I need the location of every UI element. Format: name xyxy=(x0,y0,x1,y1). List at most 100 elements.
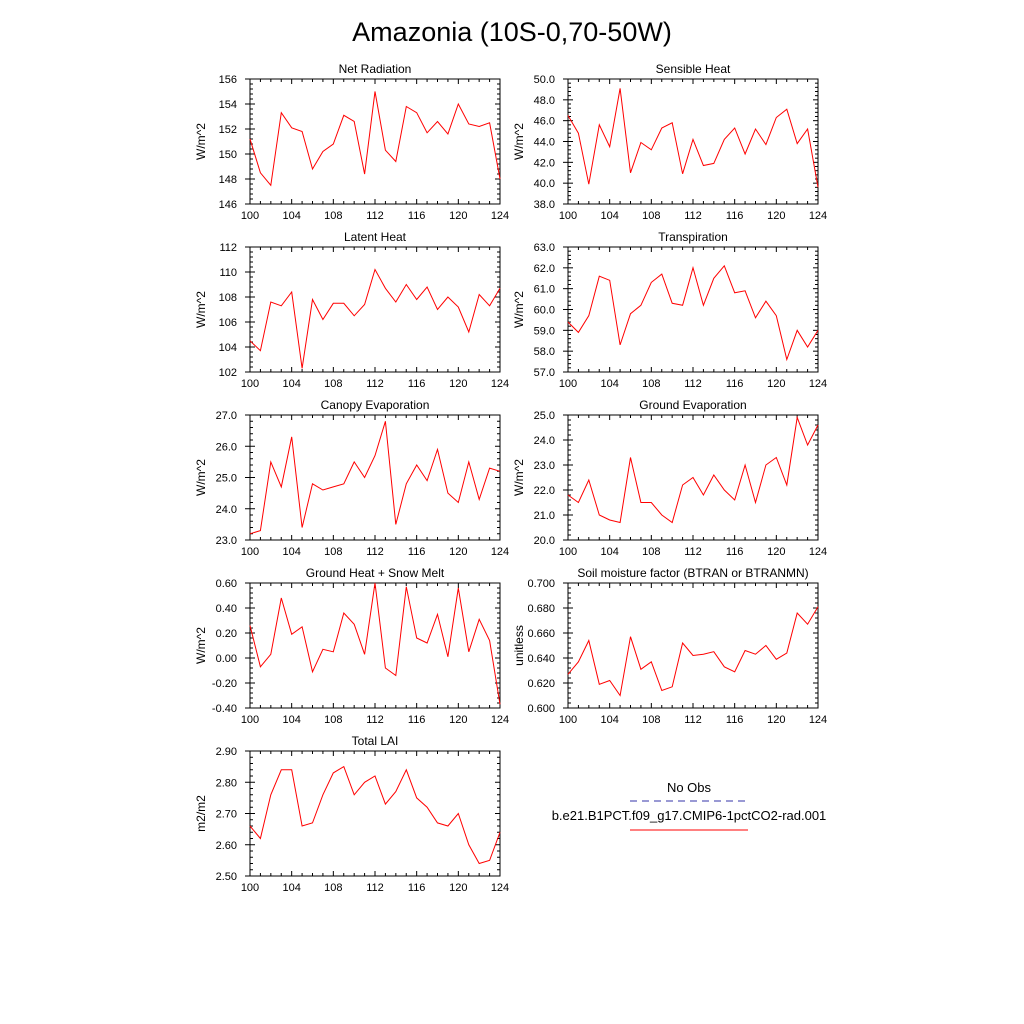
y-tick-label: 2.60 xyxy=(216,840,237,852)
x-tick-label: 116 xyxy=(726,210,744,222)
series-line xyxy=(567,606,819,697)
legend-label-obs: No Obs xyxy=(667,780,712,795)
plot-frame xyxy=(567,246,819,373)
panel-6: Ground Evaporation W/m^2 100 104 108 112 116 12… xyxy=(512,398,827,558)
x-tick-label: 112 xyxy=(366,378,384,390)
x-tick-label: 124 xyxy=(809,546,827,558)
x-tick-label: 124 xyxy=(491,546,509,558)
x-tick-label: 124 xyxy=(491,882,509,894)
x-tick-label: 120 xyxy=(767,378,785,390)
x-tick-label: 116 xyxy=(408,714,426,726)
panel-title: Total LAI xyxy=(352,734,399,748)
y-tick-label: 42.0 xyxy=(534,157,555,169)
y-tick-label: 106 xyxy=(219,317,237,329)
x-tick-label: 100 xyxy=(559,210,577,222)
x-tick-label: 116 xyxy=(726,546,744,558)
x-tick-label: 100 xyxy=(559,714,577,726)
figure-title: Amazonia (10S-0,70-50W) xyxy=(352,17,672,47)
x-tick-label: 112 xyxy=(684,714,702,726)
x-tick-label: 120 xyxy=(449,378,467,390)
y-tick-label: 2.50 xyxy=(216,871,237,883)
y-axis-label: m2/m2 xyxy=(194,795,208,832)
y-tick-label: 110 xyxy=(219,267,237,279)
panel-9: Total LAI m2/m2 100 104 108 112 116 120 124 2.50 2… xyxy=(194,734,509,894)
y-tick-label: 21.0 xyxy=(534,510,555,522)
y-axis-label: W/m^2 xyxy=(512,291,526,328)
panel-2: Sensible Heat W/m^2 100 104 108 112 116 120 124 3… xyxy=(512,62,827,222)
x-tick-label: 116 xyxy=(408,882,426,894)
x-tick-label: 124 xyxy=(809,378,827,390)
y-tick-label: -0.20 xyxy=(212,678,237,690)
y-tick-label: 25.0 xyxy=(534,410,555,422)
panel-1: Net Radiation W/m^2 100 104 108 112 116 120 124 1… xyxy=(194,62,509,222)
x-tick-label: 100 xyxy=(241,378,259,390)
y-tick-label: 0.60 xyxy=(216,578,237,590)
x-tick-label: 108 xyxy=(324,714,342,726)
y-tick-label: 2.90 xyxy=(216,746,237,758)
y-tick-label: 0.600 xyxy=(527,703,555,715)
y-tick-label: 24.0 xyxy=(216,504,237,516)
y-tick-label: 62.0 xyxy=(534,263,555,275)
x-tick-label: 100 xyxy=(241,546,259,558)
x-tick-label: 116 xyxy=(726,714,744,726)
x-tick-label: 120 xyxy=(449,714,467,726)
x-tick-label: 108 xyxy=(642,210,660,222)
y-tick-label: 61.0 xyxy=(534,284,555,296)
y-tick-label: 146 xyxy=(219,199,237,211)
y-tick-label: 152 xyxy=(219,124,237,136)
x-tick-label: 116 xyxy=(726,378,744,390)
x-tick-label: 100 xyxy=(241,882,259,894)
x-tick-label: 116 xyxy=(408,210,426,222)
y-tick-label: 154 xyxy=(219,99,237,111)
y-axis-label: W/m^2 xyxy=(512,123,526,160)
y-axis-label: W/m^2 xyxy=(512,459,526,496)
plot-frame xyxy=(249,414,501,541)
y-tick-label: 60.0 xyxy=(534,305,555,317)
y-axis-label: W/m^2 xyxy=(194,459,208,496)
series-line xyxy=(249,765,501,865)
y-tick-label: 50.0 xyxy=(534,74,555,86)
x-tick-label: 116 xyxy=(408,546,426,558)
series-line xyxy=(249,582,501,705)
x-tick-label: 120 xyxy=(767,546,785,558)
x-tick-label: 104 xyxy=(600,546,618,558)
y-tick-label: 23.0 xyxy=(216,535,237,547)
x-tick-label: 108 xyxy=(324,882,342,894)
x-tick-label: 120 xyxy=(449,546,467,558)
series-line xyxy=(567,415,819,524)
y-tick-label: 48.0 xyxy=(534,95,555,107)
series-line xyxy=(249,91,501,187)
y-tick-label: 102 xyxy=(219,367,237,379)
y-tick-label: 156 xyxy=(219,74,237,86)
y-tick-label: 46.0 xyxy=(534,116,555,128)
x-tick-label: 108 xyxy=(324,546,342,558)
y-tick-label: 63.0 xyxy=(534,242,555,254)
panel-3: Latent Heat W/m^2 100 104 108 112 116 120 124 102… xyxy=(194,230,509,390)
x-tick-label: 104 xyxy=(282,210,300,222)
x-tick-label: 124 xyxy=(491,714,509,726)
y-tick-label: 44.0 xyxy=(534,137,555,149)
panel-title: Ground Evaporation xyxy=(639,398,746,412)
y-tick-label: 148 xyxy=(219,174,237,186)
y-tick-label: 58.0 xyxy=(534,346,555,358)
series-line xyxy=(567,88,819,188)
x-tick-label: 124 xyxy=(491,378,509,390)
y-tick-label: 0.640 xyxy=(527,653,555,665)
panel-title: Latent Heat xyxy=(344,230,407,244)
y-tick-label: 38.0 xyxy=(534,199,555,211)
y-tick-label: 57.0 xyxy=(534,367,555,379)
plot-frame xyxy=(249,582,501,709)
plot-frame xyxy=(249,78,501,205)
y-tick-label: 20.0 xyxy=(534,535,555,547)
x-tick-label: 104 xyxy=(282,378,300,390)
panel-title: Canopy Evaporation xyxy=(321,398,430,412)
x-tick-label: 108 xyxy=(324,378,342,390)
plot-frame xyxy=(249,246,501,373)
y-tick-label: 0.680 xyxy=(527,603,555,615)
panel-title: Net Radiation xyxy=(339,62,412,76)
x-tick-label: 112 xyxy=(366,210,384,222)
plot-frame xyxy=(567,582,819,709)
x-tick-label: 124 xyxy=(809,210,827,222)
x-tick-label: 104 xyxy=(282,882,300,894)
